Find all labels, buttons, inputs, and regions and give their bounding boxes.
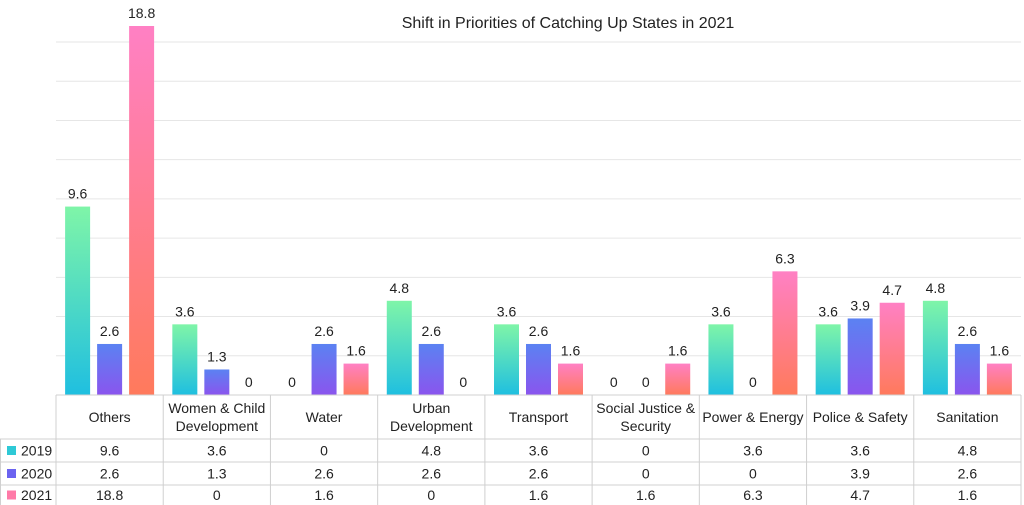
table-cell-2021-1: 0 [213, 487, 221, 503]
category-label-4: Transport [509, 409, 569, 425]
bar-2019-7 [815, 324, 841, 395]
table-cell-2019-4: 3.6 [529, 443, 549, 459]
table-cell-2021-8: 1.6 [958, 487, 978, 503]
bar-2019-1 [172, 324, 198, 395]
table-cell-2021-3: 0 [427, 487, 435, 503]
legend-label-2019: 2019 [21, 443, 52, 459]
category-label-0: Others [89, 409, 131, 425]
table-cell-2020-0: 2.6 [100, 466, 120, 482]
category-label-2: Water [306, 409, 343, 425]
bar-2020-7 [847, 318, 873, 395]
data-label-2021-0: 18.8 [128, 5, 155, 21]
bar-2020-2 [311, 343, 337, 395]
category-label-1: Women & Child [168, 400, 265, 416]
category-label-8: Sanitation [936, 409, 998, 425]
bar-2021-7 [879, 302, 905, 395]
data-label-2019-6: 3.6 [711, 303, 731, 319]
table-cell-2021-4: 1.6 [529, 487, 549, 503]
table-cell-2020-4: 2.6 [529, 466, 549, 482]
data-label-2019-2: 0 [288, 374, 296, 390]
data-label-2021-1: 0 [245, 374, 253, 390]
data-label-2020-0: 2.6 [100, 323, 120, 339]
bar-2019-6 [708, 324, 734, 395]
table-cell-2021-5: 1.6 [636, 487, 656, 503]
table-cell-2019-0: 9.6 [100, 443, 120, 459]
bar-2020-1 [204, 369, 230, 395]
table-cell-2020-8: 2.6 [958, 466, 978, 482]
category-label-5: Security [620, 418, 671, 434]
table-cell-2019-3: 4.8 [422, 443, 442, 459]
legend-label-2021: 2021 [21, 487, 52, 503]
table-cell-2019-5: 0 [642, 443, 650, 459]
data-label-2019-0: 9.6 [68, 186, 88, 202]
bar-2020-3 [418, 343, 444, 395]
bar-2020-0 [97, 343, 123, 395]
bar-2019-0 [65, 206, 91, 395]
table-cell-2019-1: 3.6 [207, 443, 227, 459]
data-label-2019-4: 3.6 [497, 303, 517, 319]
table-cell-2021-0: 18.8 [96, 487, 123, 503]
bar-2021-5 [665, 363, 691, 395]
data-label-2020-7: 3.9 [850, 297, 870, 313]
category-label-3: Urban [412, 400, 450, 416]
table-cell-2019-2: 0 [320, 443, 328, 459]
data-label-2020-3: 2.6 [422, 323, 442, 339]
legend-label-2020: 2020 [21, 466, 52, 482]
table-cell-2021-2: 1.6 [314, 487, 334, 503]
data-label-2020-1: 1.3 [207, 348, 227, 364]
table-cell-2020-7: 3.9 [850, 466, 870, 482]
data-label-2019-3: 4.8 [390, 280, 410, 296]
table-cell-2020-1: 1.3 [207, 466, 227, 482]
data-label-2019-5: 0 [610, 374, 618, 390]
data-label-2021-7: 4.7 [882, 282, 902, 298]
legend-key-2019 [7, 446, 16, 455]
legend-key-2020 [7, 469, 16, 478]
table-cell-2019-6: 3.6 [743, 443, 763, 459]
data-label-2021-3: 0 [459, 374, 467, 390]
legend-key-2021 [7, 490, 16, 500]
bar-2019-4 [494, 324, 519, 395]
data-label-2021-4: 1.6 [561, 343, 581, 359]
table-cell-2021-7: 4.7 [850, 487, 870, 503]
data-label-2020-2: 2.6 [314, 323, 334, 339]
data-table: Others Women & Child Development Water Urban… [0, 394, 1022, 505]
table-cell-2020-5: 0 [642, 466, 650, 482]
bar-2020-8 [954, 343, 980, 395]
bar-2019-8 [922, 300, 948, 395]
data-label-2020-4: 2.6 [529, 323, 549, 339]
table-cell-2019-8: 4.8 [958, 443, 978, 459]
data-label-2019-7: 3.6 [818, 303, 838, 319]
data-label-2019-1: 3.6 [175, 303, 195, 319]
bar-2021-4 [558, 363, 583, 395]
bar-2021-0 [129, 26, 155, 395]
data-label-2021-5: 1.6 [668, 343, 688, 359]
data-label-2020-6: 0 [749, 374, 757, 390]
data-label-2020-5: 0 [642, 374, 650, 390]
data-label-2020-8: 2.6 [958, 323, 978, 339]
category-label-3: Development [390, 418, 473, 434]
data-label-2021-6: 6.3 [775, 250, 795, 266]
data-label-2021-8: 1.6 [990, 343, 1010, 359]
table-cell-2020-3: 2.6 [422, 466, 442, 482]
bars: 9.6 2.6 18.8 3.6 1.3 0 0 2.6 1.6 4.8 2.6 0 3.6 2.6 1.6… [65, 5, 1012, 395]
bar-2019-3 [386, 300, 412, 395]
category-label-6: Power & Energy [702, 409, 803, 425]
bar-2020-4 [526, 343, 551, 395]
category-label-1: Development [176, 418, 259, 434]
data-label-2021-2: 1.6 [346, 343, 366, 359]
table-cell-2020-6: 0 [749, 466, 757, 482]
category-label-7: Police & Safety [813, 409, 908, 425]
table-cell-2021-6: 6.3 [743, 487, 763, 503]
category-label-5: Social Justice & [596, 400, 695, 416]
bar-2021-8 [986, 363, 1012, 395]
table-cell-2020-2: 2.6 [314, 466, 334, 482]
bar-2021-2 [343, 363, 369, 395]
chart-title: Shift in Priorities of Catching Up State… [402, 15, 735, 32]
data-label-2019-8: 4.8 [926, 280, 946, 296]
table-cell-2019-7: 3.6 [850, 443, 870, 459]
grid-lines [56, 41, 1021, 357]
bar-2021-6 [772, 271, 798, 395]
